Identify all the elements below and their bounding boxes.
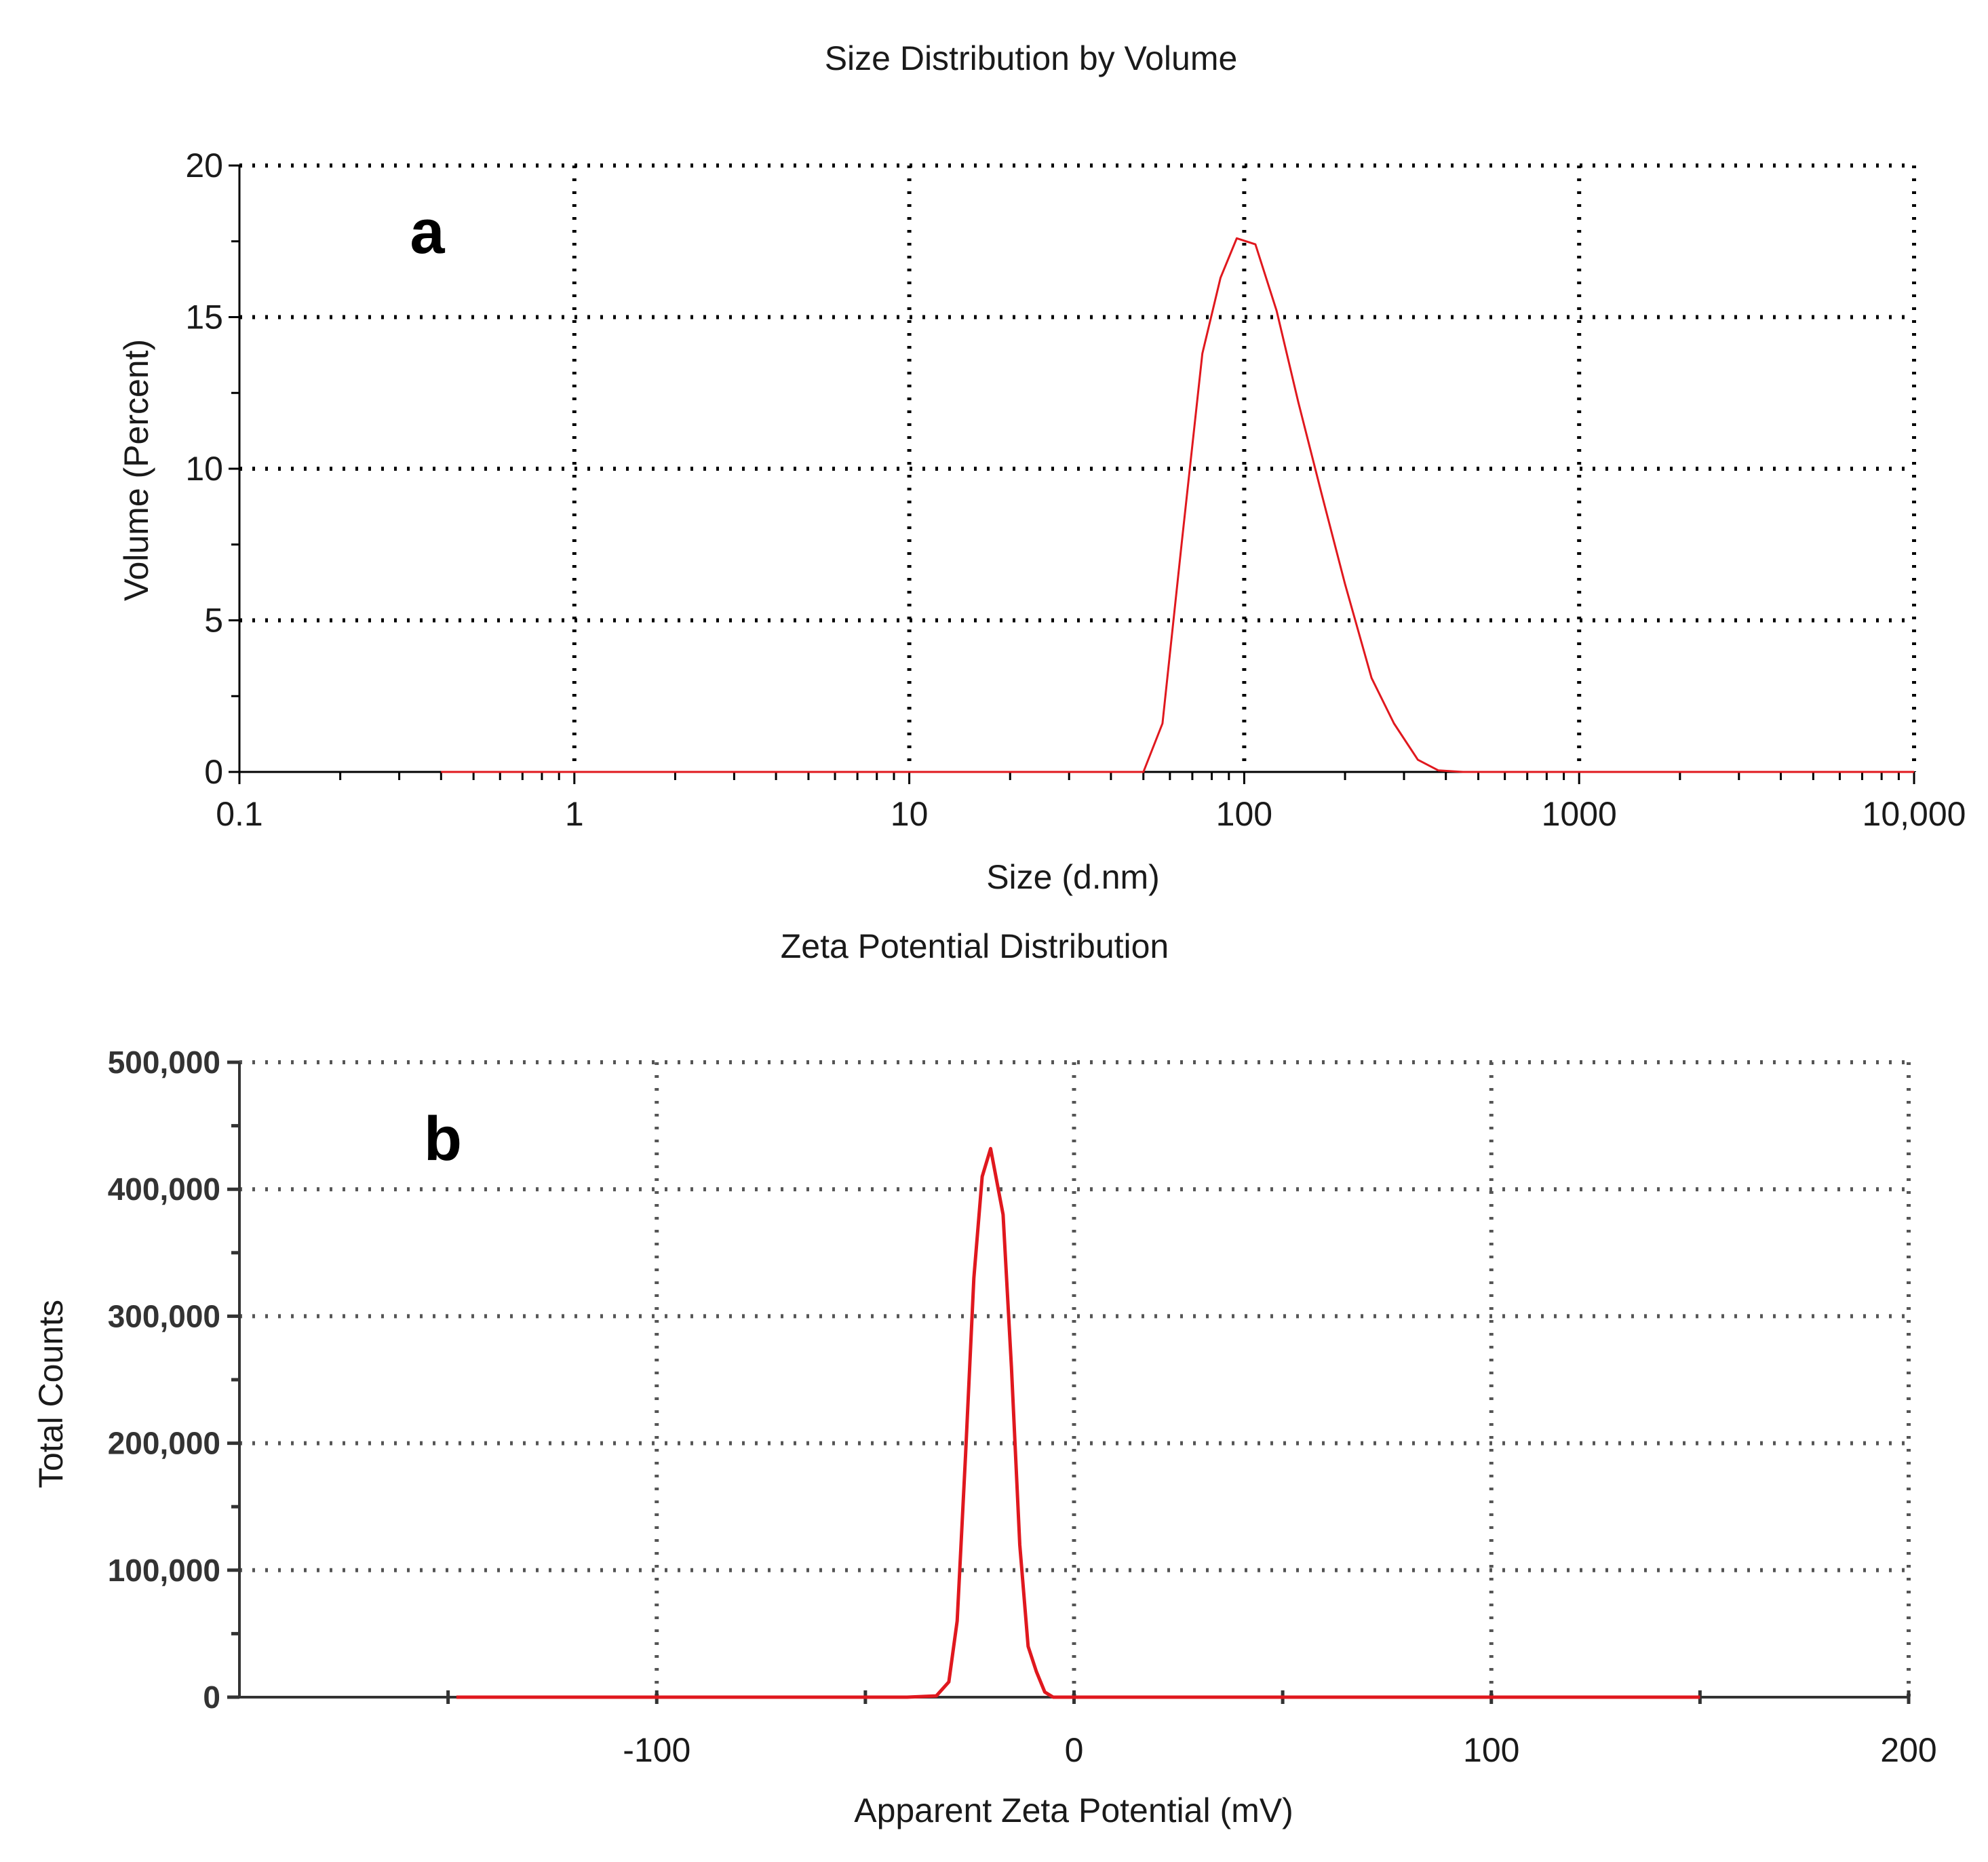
chart-b-x-tick-label: 100	[1463, 1731, 1519, 1769]
chart-a-y-tick-label: 10	[185, 450, 223, 488]
chart-a-gridlines	[239, 163, 1916, 772]
chart-a-panel-label: a	[410, 197, 445, 267]
chart-a-y-tick-label: 5	[204, 602, 223, 640]
chart-a-x-tick-label: 10	[891, 795, 929, 833]
chart-b-panel-label: b	[424, 1104, 462, 1174]
chart-b-x-tick-label: 0	[1065, 1731, 1084, 1769]
chart-b-x-axis-label: Apparent Zeta Potential (mV)	[854, 1791, 1293, 1829]
chart-b-x-tick-labels: -100 0 100 200	[623, 1731, 1937, 1769]
chart-b-x-tick-label: 200	[1880, 1731, 1936, 1769]
chart-b-y-tick-label: 0	[203, 1680, 220, 1715]
chart-a-x-axis-label: Size (d.nm)	[986, 858, 1160, 896]
chart-a-y-tick-label: 20	[185, 147, 223, 185]
chart-panel-b: Zeta Potential Distribution b -100 0 100 20…	[32, 927, 1937, 1829]
chart-a-y-tick-labels: 0 5 10 15 20	[185, 147, 223, 791]
chart-b-y-axis-label: Total Counts	[32, 1300, 70, 1488]
chart-b-x-tick-label: -100	[623, 1731, 690, 1769]
chart-a-y-axis-label: Volume (Percent)	[117, 339, 155, 601]
chart-b-series-line	[456, 1146, 1700, 1699]
chart-a-title: Size Distribution by Volume	[825, 39, 1238, 77]
chart-a-series-line	[441, 237, 1914, 773]
chart-b-y-tick-label: 100,000	[108, 1553, 220, 1588]
chart-b-y-tick-label: 400,000	[108, 1171, 220, 1207]
chart-a-x-tick-label: 0.1	[216, 795, 263, 833]
chart-a-y-tick-label: 15	[185, 298, 223, 336]
chart-b-y-tick-label: 300,000	[108, 1298, 220, 1334]
chart-panel-a: Size Distribution by Volume a 0.1 1 10 100 1…	[117, 39, 1966, 896]
chart-a-x-tick-label: 1000	[1542, 795, 1617, 833]
chart-b-gridlines	[239, 1060, 1911, 1697]
chart-b-y-tick-labels: 0 100,000 200,000 300,000 400,000 500,000	[108, 1045, 220, 1715]
chart-a-x-tick-label: 100	[1216, 795, 1272, 833]
chart-b-series	[456, 1146, 1700, 1699]
chart-a-series	[441, 237, 1914, 773]
chart-b-axes	[227, 1060, 1911, 1704]
chart-a-x-tick-labels: 0.1 1 10 100 1000 10,000	[216, 795, 1966, 833]
chart-a-x-tick-label: 1	[565, 795, 584, 833]
chart-b-title: Zeta Potential Distribution	[781, 927, 1169, 965]
chart-b-y-tick-label: 200,000	[108, 1426, 220, 1461]
chart-a-x-tick-label: 10,000	[1863, 795, 1966, 833]
chart-a-y-tick-label: 0	[204, 753, 223, 791]
chart-b-y-tick-label: 500,000	[108, 1045, 220, 1080]
chart-a-axes	[229, 164, 1915, 784]
